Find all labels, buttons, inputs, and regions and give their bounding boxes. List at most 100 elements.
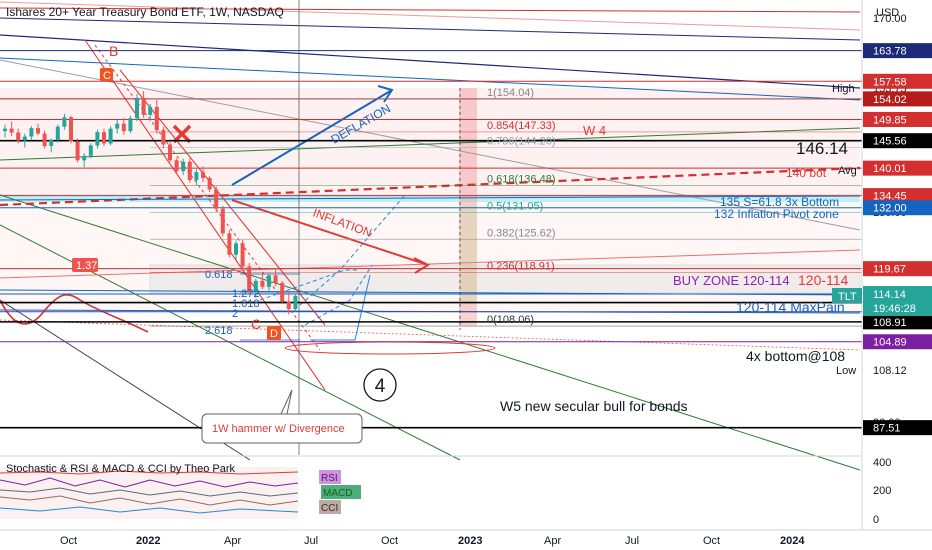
candle-body	[227, 233, 232, 255]
candle-body	[234, 243, 238, 255]
left-fib-label: 2	[232, 308, 238, 320]
left-fib-label: 1.272	[232, 288, 260, 300]
candle-body	[36, 128, 40, 134]
price-badge	[863, 91, 932, 107]
time-label: Apr	[544, 535, 561, 547]
candle-body	[273, 275, 278, 283]
rsi-tag[interactable]	[319, 470, 341, 484]
fib-level-label: 0.786(144.20)	[487, 135, 556, 147]
candle-body	[88, 145, 93, 156]
big-price-label: 146.14	[796, 139, 848, 158]
symbol-label: TLT	[838, 291, 857, 303]
price-axis[interactable]: 170.00 137.02 130.00 90.00 High 153.75 A…	[832, 13, 932, 526]
fib-level-label: 0.5(131.05)	[487, 200, 543, 212]
wave-c-low-label: C	[251, 316, 261, 332]
ratio-label: 1.37	[76, 260, 97, 272]
trend-lines	[0, 0, 861, 471]
high-label: High	[832, 83, 855, 95]
low-label: Low	[836, 365, 856, 377]
price-badge	[863, 334, 932, 350]
candle-body	[95, 132, 100, 146]
price-badge-label: 140.01	[873, 163, 907, 175]
time-label: Oct	[60, 535, 77, 547]
candle-body	[220, 208, 225, 234]
candle-body	[55, 126, 60, 141]
candle-body	[240, 243, 245, 267]
candle-body	[69, 117, 73, 142]
ratio-badge	[72, 258, 98, 272]
time-label: Oct	[381, 535, 398, 547]
candle-body	[22, 136, 27, 141]
price-axis-label: 170.00	[873, 13, 907, 25]
indicator-axis-label: 200	[873, 485, 891, 497]
price-badge	[863, 188, 932, 204]
candle-body	[181, 161, 186, 172]
price-badge	[863, 43, 932, 59]
buy-zone-tag: 120-114	[798, 272, 849, 288]
time-label: Jul	[625, 535, 639, 547]
candle-body	[214, 189, 219, 209]
time-label: 2024	[780, 535, 805, 547]
maxpain-label: 120-114 MaxPain	[736, 299, 845, 315]
candle-body	[148, 106, 153, 115]
candle-body	[247, 266, 252, 292]
indicator-title: Stochastic & RSI & MACD & CCI by Theo Pa…	[6, 463, 236, 475]
bottom-108-label: 4x bottom@108	[746, 348, 845, 364]
candle-body	[75, 141, 80, 161]
indicator-axis-label: 0	[873, 514, 879, 526]
price-badge-label: 154.02	[873, 94, 907, 106]
price-badge	[863, 133, 932, 149]
price-badge-label: 134.45	[873, 191, 907, 203]
fib-level-label: 0.236(118.91)	[487, 260, 555, 272]
time-label: Jul	[304, 535, 318, 547]
candle-body	[29, 128, 34, 137]
candle-body	[102, 132, 106, 144]
candle-body	[168, 144, 172, 161]
candle-body	[154, 106, 159, 131]
cci-tag-label: CCI	[321, 503, 338, 514]
time-label: 2022	[136, 535, 160, 547]
last-price: 114.14	[873, 289, 906, 301]
fib-labels: 1(154.04) 0.854(147.33) 0.786(144.20) 0.…	[205, 87, 556, 337]
buy-zone-label: BUY ZONE 120-114	[673, 273, 790, 288]
countdown: 19:46:28	[873, 303, 916, 315]
candle-body	[286, 301, 291, 310]
candle-body	[9, 128, 14, 133]
candle-body	[174, 160, 179, 172]
wave-d-badge	[267, 326, 281, 340]
price-badge	[863, 200, 932, 216]
fib-level-label: 1(154.04)	[487, 87, 534, 99]
price-badge	[863, 420, 932, 436]
macd-tag[interactable]	[321, 485, 361, 499]
fib-level-label: 0.618(136.48)	[487, 174, 556, 186]
candle-body	[194, 172, 199, 181]
indicator-axis-label: 400	[873, 457, 891, 469]
candle-body	[42, 133, 47, 146]
price-badge-label: 119.67	[873, 264, 906, 276]
left-fib-label: 0.618	[205, 269, 233, 281]
candle-body	[267, 275, 271, 287]
price-badge	[863, 160, 932, 176]
price-badge-label: 157.58	[873, 76, 907, 88]
candle-body	[128, 118, 133, 132]
left-fib-label: 2.618	[205, 325, 233, 337]
price-badge-label: 108.91	[873, 317, 907, 329]
time-axis[interactable]: Oct 2022 Apr Jul Oct 2023 Apr Jul Oct 20…	[60, 535, 805, 547]
price-badge-label: 132.00	[873, 203, 907, 215]
price-badge	[863, 314, 932, 330]
symbol-tag	[832, 288, 862, 303]
fib-level-label: 0(108.06)	[487, 314, 534, 326]
candle-body	[115, 123, 120, 129]
time-label: Oct	[703, 535, 720, 547]
candle-body	[141, 97, 146, 115]
candle-body	[82, 155, 87, 161]
time-label: 2023	[458, 535, 482, 547]
price-badge-label: 149.85	[873, 114, 907, 126]
price-badge	[863, 73, 932, 89]
wave-4-number: 4	[375, 376, 386, 397]
cci-tag[interactable]	[319, 500, 341, 514]
candle-body	[187, 161, 192, 181]
last-price-badge	[863, 286, 932, 316]
time-label: Apr	[224, 535, 241, 547]
